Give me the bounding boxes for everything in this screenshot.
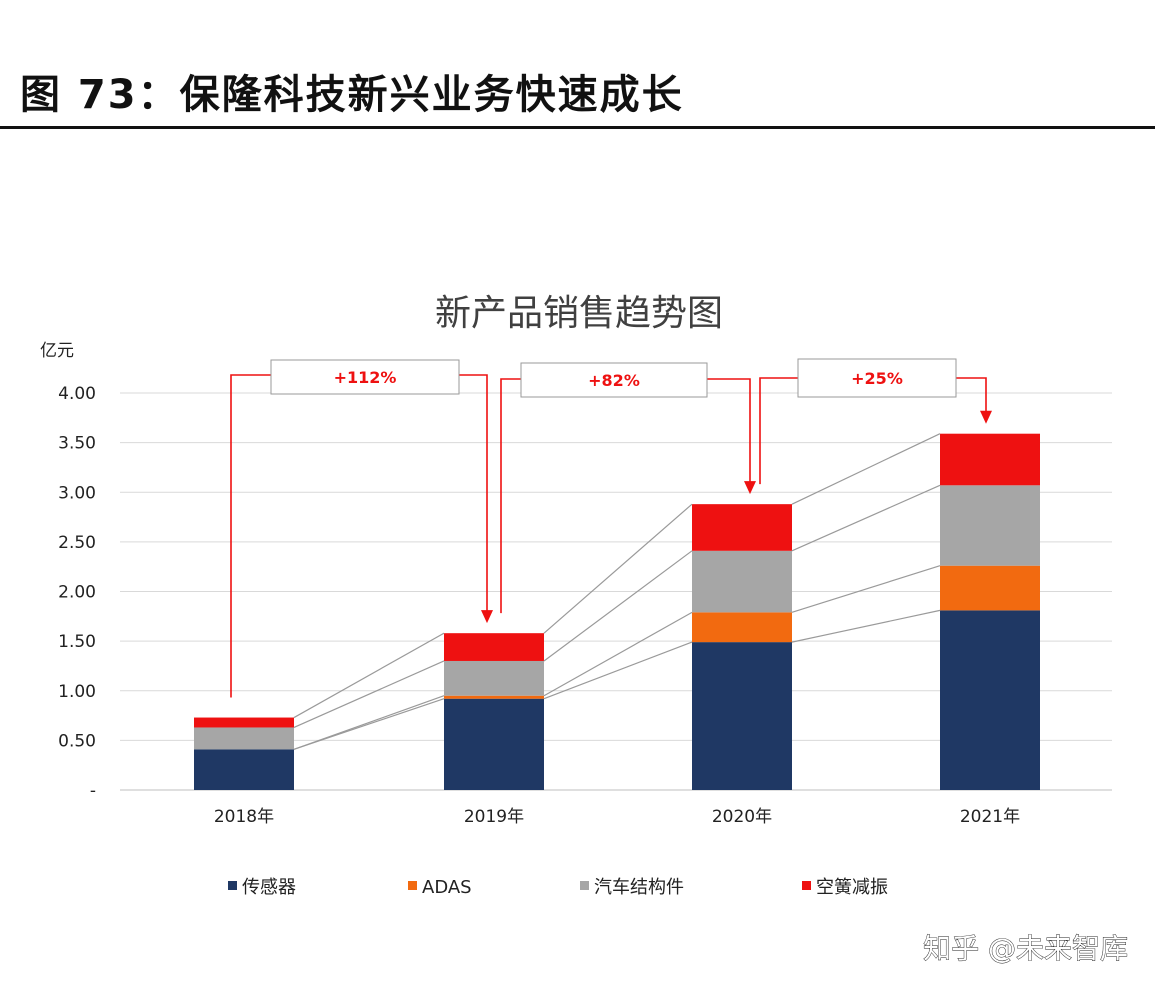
bar-segment-1 xyxy=(444,698,544,790)
figure-header: 图 73：保隆科技新兴业务快速成长 xyxy=(0,0,1158,130)
bar-segment-3 xyxy=(692,550,792,613)
x-tick-label: 2019年 xyxy=(464,807,524,827)
header-divider xyxy=(0,126,1155,129)
growth-annotation: +82% xyxy=(500,362,756,614)
growth-annotation: +112% xyxy=(230,359,493,698)
bar-segment-4 xyxy=(692,504,792,551)
connector-line xyxy=(791,565,941,613)
growth-annotation: +25% xyxy=(759,358,992,485)
annotation-label: +25% xyxy=(851,369,903,388)
annotation-box xyxy=(270,359,460,395)
annotation-box xyxy=(797,358,957,398)
y-axis-label: 亿元 xyxy=(40,341,74,361)
connector-line xyxy=(791,609,941,643)
annotation-bracket xyxy=(707,378,751,483)
y-tick-label: 1.50 xyxy=(58,632,96,652)
bar-segment-4 xyxy=(194,717,294,728)
y-tick-label: 3.00 xyxy=(58,483,96,503)
annotation-bracket xyxy=(500,378,521,614)
bar-segment-2 xyxy=(692,612,792,643)
x-tick-label: 2021年 xyxy=(960,807,1020,827)
y-tick-label: 2.50 xyxy=(58,533,96,553)
legend-swatch xyxy=(802,881,811,890)
connector-line xyxy=(543,641,693,700)
connector-line xyxy=(293,632,445,719)
annotation-label: +82% xyxy=(588,371,640,390)
y-tick-label: 0.50 xyxy=(58,731,96,751)
legend-label: 汽车结构件 xyxy=(594,877,684,898)
legend-label: 传感器 xyxy=(242,877,296,898)
connector-line xyxy=(543,611,693,697)
legend-label: 空簧减振 xyxy=(816,877,888,898)
y-tick-label: 3.50 xyxy=(58,434,96,454)
bar-segment-4 xyxy=(444,633,544,661)
annotation-arrowhead xyxy=(980,410,992,424)
watermark-text: 知乎 @未来智库 xyxy=(923,932,1128,965)
connector-line xyxy=(293,660,445,729)
annotation-bracket xyxy=(956,377,987,412)
bar-segment-3 xyxy=(940,485,1040,566)
legend-swatch xyxy=(228,881,237,890)
connector-line xyxy=(543,550,693,662)
connector-line xyxy=(293,695,445,750)
annotation-bracket xyxy=(459,374,488,612)
chart-title: 新产品销售趋势图 xyxy=(435,293,723,334)
bar-segment-1 xyxy=(940,610,1040,790)
bar-segment-3 xyxy=(444,660,544,696)
y-tick-label: 4.00 xyxy=(58,384,96,404)
annotation-label: +112% xyxy=(334,368,397,387)
connector-line xyxy=(791,433,941,505)
bar-segment-2 xyxy=(940,565,1040,611)
y-tick-label: - xyxy=(90,781,96,801)
legend-swatch xyxy=(580,881,589,890)
x-tick-label: 2018年 xyxy=(214,807,274,827)
y-tick-label: 2.00 xyxy=(58,583,96,603)
annotation-box xyxy=(520,362,708,398)
bar-segment-1 xyxy=(692,642,792,790)
connector-line xyxy=(791,484,941,552)
annotation-arrowhead xyxy=(481,610,493,624)
bar-segment-2 xyxy=(444,695,544,699)
annotation-bracket xyxy=(759,377,798,485)
annotation-arrowhead xyxy=(744,481,756,495)
bar-segment-1 xyxy=(194,749,294,790)
bar-segment-3 xyxy=(194,727,294,750)
legend-label: ADAS xyxy=(422,877,472,898)
y-tick-label: 1.00 xyxy=(58,682,96,702)
annotation-bracket xyxy=(230,374,271,698)
x-tick-label: 2020年 xyxy=(712,807,772,827)
bar-segment-4 xyxy=(940,433,1040,486)
connector-line xyxy=(543,503,693,634)
legend-swatch xyxy=(408,881,417,890)
figure-title: 图 73：保隆科技新兴业务快速成长 xyxy=(20,72,684,118)
